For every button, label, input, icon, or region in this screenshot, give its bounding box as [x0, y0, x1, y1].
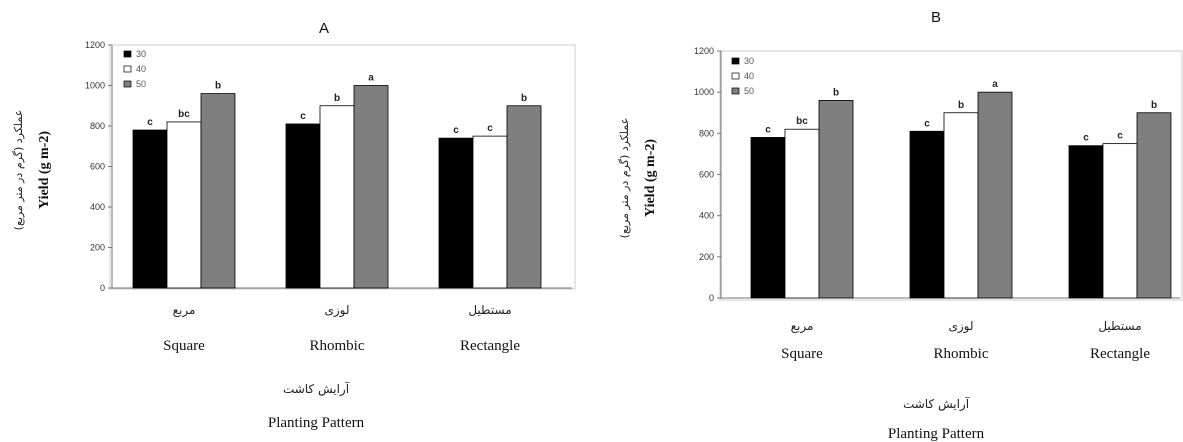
legend-swatch-50: [123, 80, 132, 88]
data-label: b: [334, 93, 340, 104]
bar-50-rhombic: [353, 85, 389, 289]
category-label-fa: مستطیل: [468, 303, 511, 317]
legend-swatch-30: [731, 57, 740, 65]
legend-label: 40: [744, 71, 754, 81]
category-label: Rectangle: [460, 338, 520, 354]
bar-40-rectangle: [472, 135, 508, 289]
y-tick-label: 200: [90, 243, 105, 253]
panel-a-ylabel: Yield (g m-2): [37, 131, 52, 209]
panel-b-xlabel: Planting Pattern: [888, 426, 985, 442]
legend-label: 40: [136, 64, 146, 74]
y-tick-label: 1000: [694, 87, 714, 97]
bar-30-square: [132, 129, 168, 289]
data-label: c: [1083, 133, 1089, 144]
y-tick-label: 800: [699, 128, 714, 138]
panel-b-frame: [719, 50, 1183, 301]
y-tick-label: 1200: [85, 40, 105, 50]
category-label: Square: [163, 338, 205, 354]
data-label: c: [1117, 131, 1123, 142]
y-tick-label: 1000: [85, 81, 105, 91]
panel-b-categories: مربع Square لوزی Rhombic مستطیل Rectangle: [781, 319, 1150, 362]
bar-40-square: [784, 128, 820, 299]
panel-a-title: A: [319, 20, 329, 37]
legend-swatch-50: [731, 87, 740, 95]
y-tick-label: 1200: [694, 46, 714, 56]
data-label: c: [765, 124, 771, 135]
legend-label: 50: [136, 79, 146, 89]
data-label: c: [453, 125, 459, 136]
bar-30-rhombic: [909, 130, 945, 299]
category-label: Rectangle: [1090, 346, 1150, 362]
data-label: c: [924, 118, 930, 129]
panel-a-legend: 30 40 50: [123, 49, 146, 89]
panel-a-bars: [132, 85, 542, 289]
panel-a-ylabel-fa: عملکرد (گرم در متر مربع): [12, 110, 25, 231]
y-tick-label: 600: [90, 162, 105, 172]
legend-swatch-40: [731, 72, 740, 80]
category-label-fa: مستطیل: [1098, 319, 1141, 333]
bar-50-square: [818, 100, 854, 299]
bar-30-rhombic: [285, 123, 321, 289]
data-label: c: [147, 117, 153, 128]
panel-a-categories: مربع Square لوزی Rhombic مستطیل Rectangle: [163, 303, 520, 354]
panel-a-xlabel: Planting Pattern: [268, 415, 365, 431]
panel-b-xlabel-fa: آرایش کاشت: [903, 396, 970, 412]
bar-50-rhombic: [977, 91, 1013, 299]
data-label: c: [300, 111, 306, 122]
bar-40-rhombic: [943, 112, 979, 299]
data-label: c: [487, 123, 493, 134]
category-label-fa: لوزی: [324, 303, 349, 318]
legend-label: 30: [744, 56, 754, 66]
y-tick-label: 0: [100, 283, 105, 293]
category-label-fa: لوزی: [948, 319, 973, 334]
bar-50-rectangle: [1136, 112, 1172, 299]
data-label: b: [958, 100, 964, 111]
data-label: bc: [796, 116, 808, 127]
y-tick-label: 800: [90, 121, 105, 131]
category-label: Square: [781, 346, 823, 362]
data-label: b: [833, 87, 839, 98]
y-tick-label: 400: [699, 211, 714, 221]
bar-40-rectangle: [1102, 143, 1138, 299]
panel-b-title: B: [931, 9, 941, 26]
legend-label: 30: [136, 49, 146, 59]
bar-50-square: [200, 93, 236, 289]
data-label: bc: [178, 109, 190, 120]
legend-label: 50: [744, 86, 754, 96]
bar-30-rectangle: [438, 137, 474, 289]
y-tick-label: 200: [699, 252, 714, 262]
bar-40-rhombic: [319, 105, 355, 289]
panel-a-xlabel-fa: آرایش کاشت: [283, 381, 350, 397]
category-label: Rhombic: [310, 338, 365, 354]
y-tick-label: 0: [709, 293, 714, 303]
category-label-fa: مربع: [173, 303, 196, 318]
bar-30-rectangle: [1068, 145, 1104, 299]
data-label: b: [521, 93, 527, 104]
bar-40-square: [166, 121, 202, 289]
panel-b-ylabel-fa: عملکرد (گرم در متر مربع): [618, 118, 631, 239]
bar-50-rectangle: [506, 105, 542, 289]
legend-swatch-40: [123, 65, 132, 73]
data-label: a: [992, 79, 998, 90]
panel-b-legend: 30 40 50: [731, 56, 754, 96]
y-tick-label: 400: [90, 202, 105, 212]
category-label: Rhombic: [934, 346, 989, 362]
bar-30-square: [750, 137, 786, 299]
panel-b-ylabel: Yield (g m-2): [643, 139, 658, 217]
data-label: b: [215, 81, 221, 92]
data-label: b: [1151, 100, 1157, 111]
panel-b-bars: [750, 91, 1172, 299]
y-tick-label: 600: [699, 170, 714, 180]
category-label-fa: مربع: [791, 319, 814, 334]
legend-swatch-30: [123, 50, 132, 58]
data-label: a: [368, 73, 374, 84]
